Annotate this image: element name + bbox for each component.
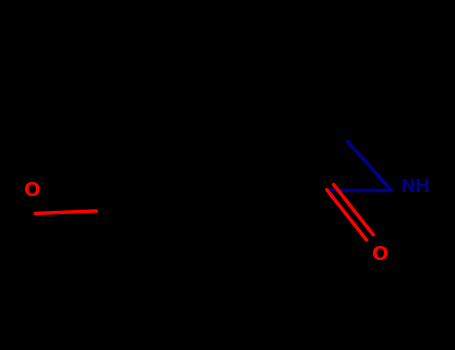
- Text: O: O: [24, 181, 41, 200]
- Text: O: O: [372, 245, 389, 265]
- Text: NH: NH: [400, 178, 430, 196]
